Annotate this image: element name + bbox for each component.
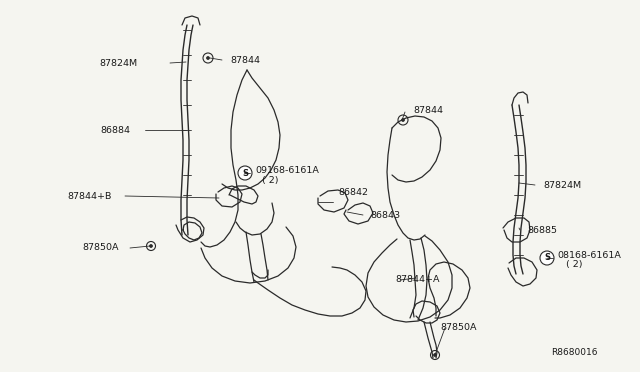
Text: S: S bbox=[544, 253, 550, 263]
Text: 87850A: 87850A bbox=[440, 324, 477, 333]
Text: ( 2): ( 2) bbox=[566, 260, 582, 269]
Circle shape bbox=[238, 166, 252, 180]
Text: 86843: 86843 bbox=[370, 211, 400, 219]
Text: 86884: 86884 bbox=[100, 125, 130, 135]
Text: 87844: 87844 bbox=[413, 106, 443, 115]
Text: 86842: 86842 bbox=[338, 187, 368, 196]
Text: 87824M: 87824M bbox=[543, 180, 581, 189]
Text: 08168-6161A: 08168-6161A bbox=[557, 250, 621, 260]
Circle shape bbox=[540, 251, 554, 265]
Text: 87844+B: 87844+B bbox=[68, 192, 112, 201]
Text: 87844: 87844 bbox=[230, 55, 260, 64]
Circle shape bbox=[401, 119, 404, 122]
Circle shape bbox=[207, 57, 209, 60]
Circle shape bbox=[150, 244, 152, 247]
Text: R8680016: R8680016 bbox=[552, 348, 598, 357]
Text: 86885: 86885 bbox=[527, 225, 557, 234]
Circle shape bbox=[433, 353, 436, 356]
Text: 09168-6161A: 09168-6161A bbox=[255, 166, 319, 174]
Text: 87824M: 87824M bbox=[100, 58, 138, 67]
Text: 87844+A: 87844+A bbox=[395, 276, 440, 285]
Text: 87850A: 87850A bbox=[83, 244, 119, 253]
Text: ( 2): ( 2) bbox=[262, 176, 278, 185]
Text: S: S bbox=[242, 169, 248, 177]
